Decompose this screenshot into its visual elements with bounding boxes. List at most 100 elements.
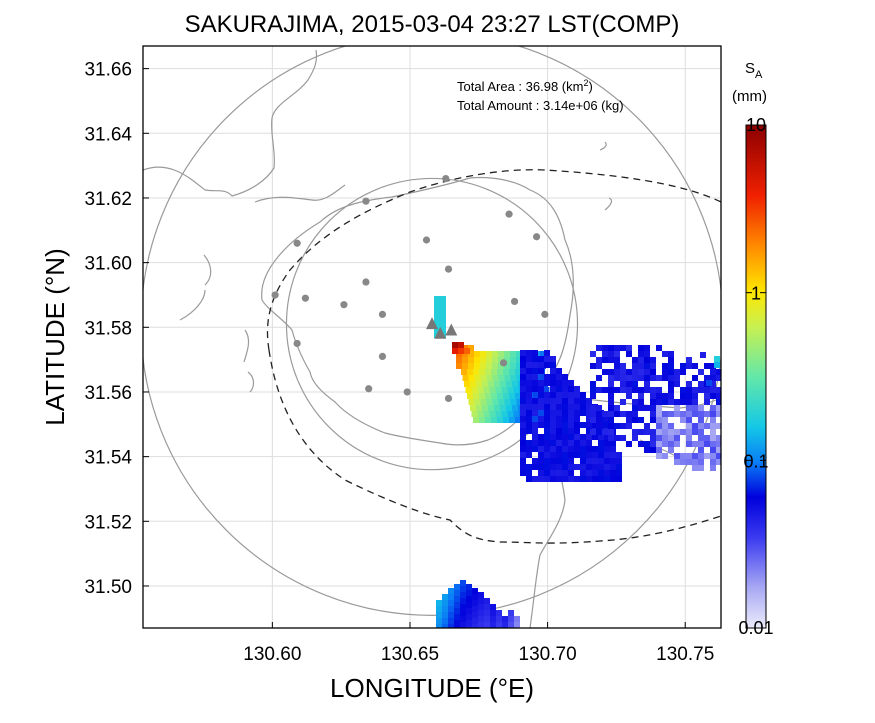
echo-cell	[626, 441, 632, 447]
echo-cell	[680, 369, 686, 375]
echo-cell	[692, 423, 698, 429]
echo-cell	[434, 320, 440, 326]
echo-cell	[692, 459, 698, 465]
echo-cell	[556, 392, 562, 398]
echo-cell	[680, 429, 686, 435]
echo-cell	[698, 447, 704, 453]
echo-cell	[550, 356, 556, 362]
echo-cell	[598, 440, 604, 446]
echo-cell	[650, 387, 656, 393]
colorbar-ticks: 10 1 0.1 0.01	[738, 115, 773, 638]
echo-cell	[472, 588, 478, 594]
echo-cell	[538, 398, 544, 404]
echo-cell	[704, 435, 710, 441]
station-point	[422, 236, 431, 244]
echo-cell	[504, 363, 510, 369]
echo-cell	[544, 398, 550, 404]
echo-cell	[662, 351, 668, 357]
echo-cell	[710, 381, 716, 387]
echo-cell	[716, 369, 721, 375]
echo-cell	[692, 399, 698, 405]
y-tick-label: 31.62	[84, 189, 132, 210]
echo-cell	[513, 411, 520, 417]
echo-cell	[700, 352, 706, 358]
echo-cell	[492, 399, 499, 405]
echo-cell	[495, 387, 502, 393]
echo-cell	[464, 348, 470, 354]
echo-cell	[580, 404, 586, 410]
echo-cell	[442, 618, 448, 624]
echo-cell	[526, 392, 532, 398]
echo-cell	[532, 404, 538, 410]
echo-cell	[550, 446, 556, 452]
echo-cell	[668, 387, 674, 393]
echo-cell	[662, 423, 668, 429]
echo-cell	[538, 470, 544, 476]
echo-cell	[526, 350, 532, 356]
echo-cell	[503, 417, 509, 423]
echo-cell	[456, 363, 462, 369]
echo-cell	[468, 345, 474, 351]
echo-cell	[656, 429, 662, 435]
echo-cell	[620, 369, 626, 375]
echo-cell	[544, 416, 550, 422]
echo-cell	[644, 429, 650, 435]
echo-cell	[586, 470, 592, 476]
station-point	[444, 394, 453, 403]
echo-cell	[596, 363, 602, 369]
echo-cell	[590, 393, 596, 399]
echo-cell	[716, 459, 721, 465]
echo-cell	[590, 405, 596, 411]
echo-cell	[556, 380, 562, 386]
echo-cell	[608, 393, 614, 399]
echo-cell	[574, 464, 580, 470]
station-points	[271, 174, 549, 403]
range-ring	[285, 177, 579, 471]
echo-cell	[614, 357, 620, 363]
echo-cell	[471, 387, 478, 393]
echo-cell	[608, 399, 614, 405]
echo-cell	[586, 434, 592, 440]
echo-cell	[440, 296, 446, 302]
echo-cell	[484, 604, 490, 610]
echo-cell	[656, 411, 662, 417]
echo-cell	[610, 440, 616, 446]
echo-cell	[562, 464, 568, 470]
echo-cell	[668, 363, 674, 369]
echo-cell	[638, 345, 644, 351]
x-tick-label: 130.65	[381, 644, 439, 665]
echo-cell	[668, 441, 674, 447]
echo-cell	[479, 417, 485, 423]
echo-cell	[716, 393, 721, 399]
echo-cell	[596, 357, 602, 363]
echo-cell	[632, 399, 638, 405]
echo-cell	[467, 369, 473, 375]
echo-cell	[464, 381, 470, 387]
echo-cell	[586, 398, 592, 404]
echo-cell	[502, 616, 508, 622]
echo-cell	[616, 476, 622, 482]
echo-cell	[716, 453, 721, 459]
echo-cell	[526, 356, 532, 362]
echo-cell	[598, 446, 604, 452]
echo-cell	[488, 405, 494, 411]
echo-cell	[556, 374, 562, 380]
echo-cell	[586, 428, 592, 434]
echo-cell	[668, 435, 674, 441]
echo-cell	[454, 614, 460, 620]
echo-cell	[668, 369, 674, 375]
echo-cell	[458, 348, 464, 354]
echo-cell	[482, 381, 488, 387]
echo-cell	[466, 602, 472, 608]
echo-cell	[526, 374, 532, 380]
echo-cell	[662, 417, 668, 423]
echo-cell	[434, 296, 440, 302]
echo-cell	[638, 369, 644, 375]
echo-cell	[686, 429, 692, 435]
echo-cell	[614, 363, 620, 369]
echo-cell	[674, 369, 680, 375]
echo-cell	[616, 452, 622, 458]
echo-cell	[442, 612, 448, 618]
echo-cell	[520, 422, 526, 428]
echo-cell	[526, 428, 532, 434]
